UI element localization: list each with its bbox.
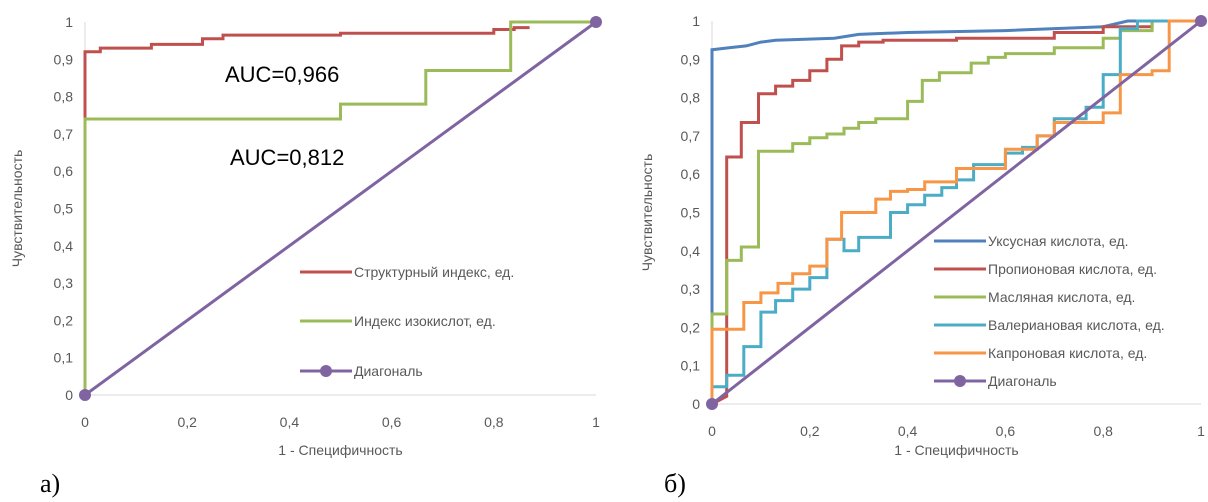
x-tick-label: 0,8 <box>1093 423 1113 439</box>
y-tick-label: 0,2 <box>54 312 74 328</box>
auc-annotation: AUC=0,966 <box>225 62 339 87</box>
series-line-2 <box>711 19 1201 406</box>
legend-label: Валериановая кислота, ед. <box>988 317 1165 333</box>
y-tick-label: 0,3 <box>54 275 74 291</box>
y-tick-label: 0,9 <box>54 51 74 67</box>
y-tick-label: 0,7 <box>54 126 74 142</box>
legend-marker <box>320 365 332 377</box>
y-tick-label: 1 <box>692 13 700 29</box>
y-tick-label: 0,5 <box>681 205 701 221</box>
series-line-3 <box>710 19 1201 404</box>
y-tick-label: 0,7 <box>681 128 701 144</box>
y-tick-label: 0,4 <box>54 238 74 254</box>
y-tick-label: 0,2 <box>681 319 701 335</box>
diagonal-marker <box>1195 15 1207 27</box>
legend-label: Диагональ <box>988 373 1057 389</box>
panel-label: а) <box>40 469 60 498</box>
series-line-5 <box>710 19 1201 404</box>
legend-label: Масляная кислота, ед. <box>988 289 1135 305</box>
y-tick-label: 0 <box>692 396 700 412</box>
chart-panel-1: 0 0,1 0,2 0,3 0,4 0,5 0,6 0,7 0,8 0,9 1 0 0,2 0,4 0,6 0… <box>9 14 602 498</box>
y-axis-title: Чувствительность <box>639 154 655 272</box>
y-tick-label: 0 <box>65 387 73 403</box>
y-tick-label: 0,4 <box>681 243 701 259</box>
x-axis-title: 1 - Специфичность <box>278 442 402 458</box>
series-line-6 <box>711 19 1202 406</box>
series-line-2 <box>83 20 596 395</box>
series-line-3 <box>84 20 597 397</box>
chart-panel-2: 0 0,1 0,2 0,3 0,4 0,5 0,6 0,7 0,8 0,9 1 0 0,2 0,4 0,6 0… <box>639 13 1207 498</box>
legend-label: Индекс изокислот, ед. <box>354 313 496 329</box>
y-tick-label: 1 <box>65 14 73 30</box>
y-tick-label: 0,5 <box>54 201 74 217</box>
x-tick-label: 0,2 <box>800 423 820 439</box>
legend-label: Диагональ <box>354 363 423 379</box>
x-tick-label: 0 <box>708 423 716 439</box>
panel-label: б) <box>664 469 686 498</box>
y-tick-label: 0,1 <box>54 350 74 366</box>
x-tick-label: 0,6 <box>996 423 1016 439</box>
x-tick-label: 1 <box>592 414 600 430</box>
y-tick-label: 0,1 <box>681 358 701 374</box>
legend-label: Уксусная кислота, ед. <box>988 233 1129 249</box>
y-tick-label: 0,9 <box>681 51 701 67</box>
y-tick-label: 0,6 <box>54 163 74 179</box>
x-tick-label: 0,6 <box>382 414 402 430</box>
legend-label: Структурный индекс, ед. <box>354 264 514 280</box>
diagonal-marker <box>79 389 91 401</box>
diagonal-marker <box>590 16 602 28</box>
y-tick-label: 0,3 <box>681 281 701 297</box>
diagonal-marker <box>706 398 718 410</box>
y-tick-label: 0,8 <box>681 90 701 106</box>
x-tick-label: 0 <box>81 414 89 430</box>
x-tick-label: 0,2 <box>177 414 197 430</box>
legend-marker <box>954 375 966 387</box>
x-axis-title: 1 - Специфичность <box>894 442 1018 458</box>
auc-annotation: AUC=0,812 <box>230 145 344 170</box>
legend-label: Пропионовая кислота, ед. <box>988 261 1157 277</box>
y-tick-label: 0,8 <box>54 89 74 105</box>
series-line-1 <box>83 26 530 395</box>
series-line-4 <box>710 19 1201 404</box>
x-tick-label: 0,4 <box>280 414 300 430</box>
legend-label: Капроновая кислота, ед. <box>988 345 1147 361</box>
y-axis-title: Чувствительность <box>9 150 25 268</box>
x-tick-label: 0,8 <box>484 414 504 430</box>
y-tick-label: 0,6 <box>681 166 701 182</box>
x-tick-label: 0,4 <box>898 423 918 439</box>
x-tick-label: 1 <box>1197 423 1205 439</box>
